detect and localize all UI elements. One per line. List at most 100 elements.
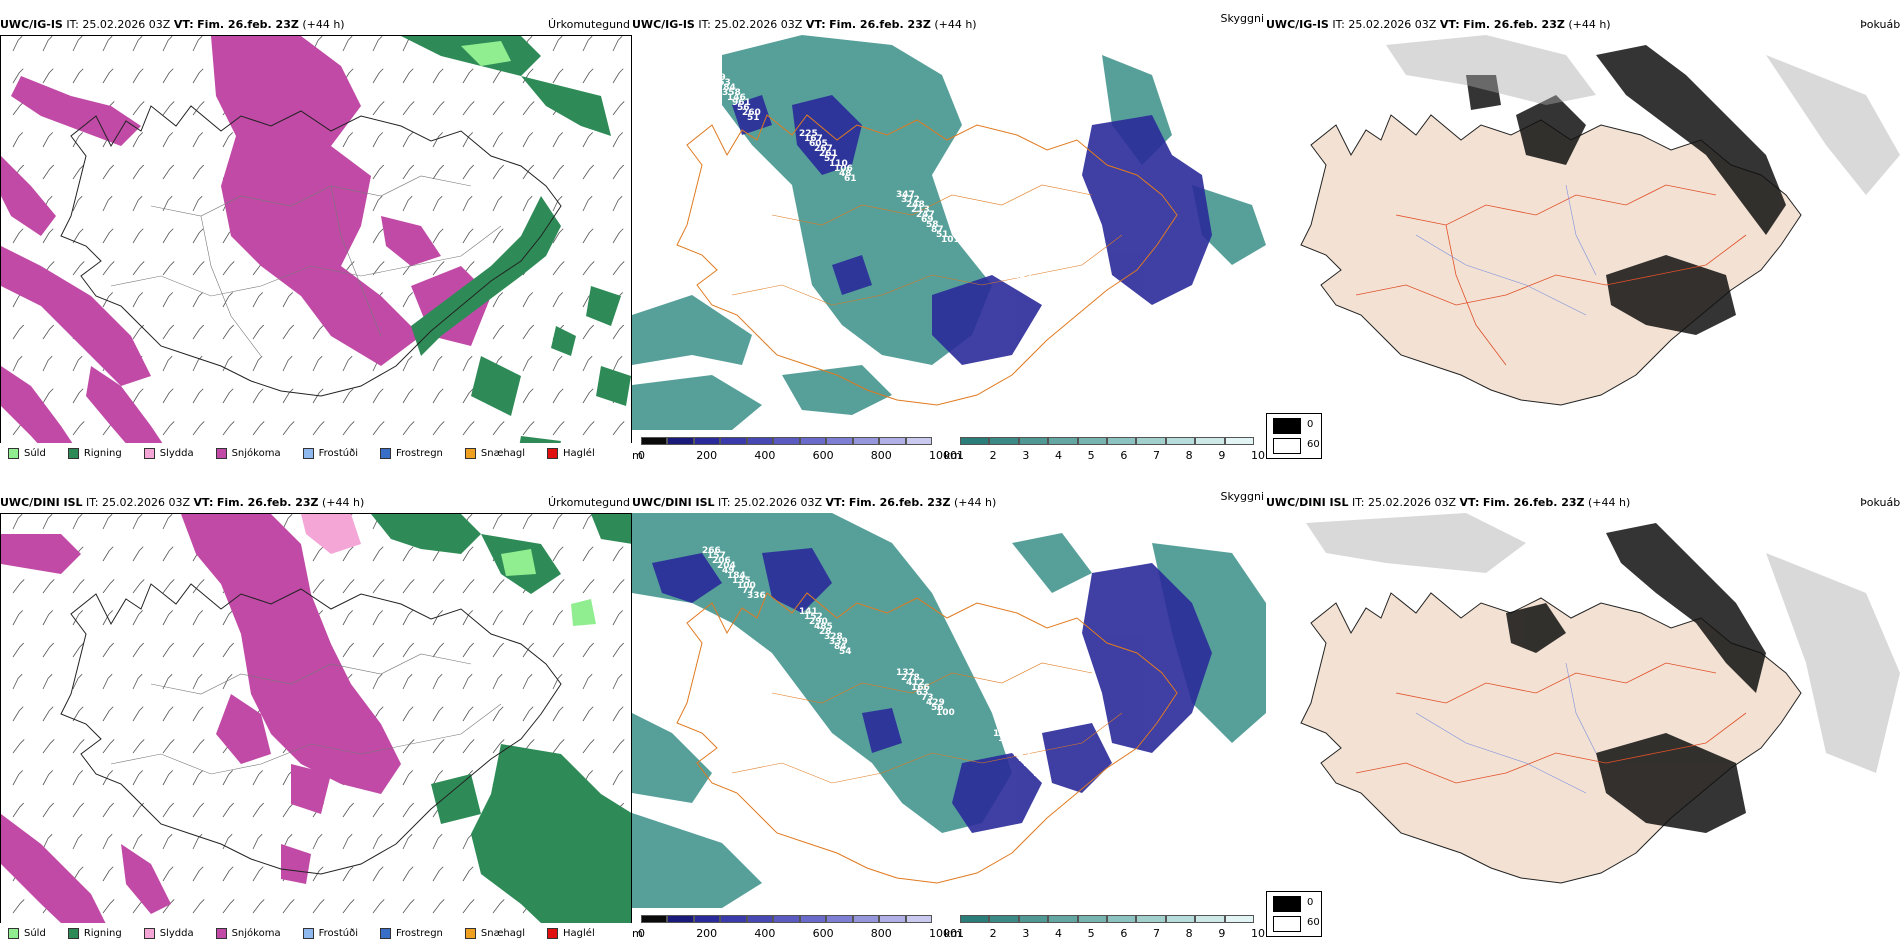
wind-barb [492,706,504,722]
cloud-value-label: 56 [931,703,944,713]
wind-barb [222,899,235,914]
cloud-value-label: 213 [1110,810,1129,820]
wind-barb [402,673,413,690]
wind-barb [612,673,623,690]
wind-barb [132,770,143,786]
colorbar-tick: 800 [870,927,892,940]
wind-barb [402,579,415,594]
wind-barb [462,833,473,850]
wind-barb [462,132,473,148]
wind-barb [222,261,235,276]
rain-areas [371,514,631,940]
it-label: IT: [718,496,731,509]
colorbar-tick: 0 [638,449,645,462]
roads [1355,662,1747,784]
legend-swatch [143,927,155,939]
wind-barb [162,36,173,52]
model-name: UWC/DINI ISL [0,496,83,509]
wind-barb [102,833,113,850]
wind-barb [582,195,593,212]
wind-barb [282,514,293,530]
legend-label: Súld [24,927,46,939]
wind-barb [462,642,475,658]
cloud-value-label: 208 [1090,790,1109,800]
vt-label: VT: [173,18,194,31]
cloud-value-label: 266 [702,546,721,556]
wind-barb [432,579,445,594]
cloud-value-label: 67 [1028,764,1041,774]
wind-barb [432,899,445,914]
cloud-value-label: 138 [1095,795,1114,805]
wind-barb [162,706,174,722]
wind-barb [42,642,55,658]
wind-barb [72,228,84,244]
fog-map-svg [1300,513,1900,884]
legend-label: Rigning [83,927,122,939]
wind-barb [192,770,203,786]
wind-barb [132,514,143,530]
wind-barb [492,421,505,436]
colorbar-segment [1195,915,1225,923]
wind-barb [432,833,443,850]
wind-barb [72,866,84,882]
colorbar-segment [720,437,747,445]
fog-swatch-0 [1273,418,1301,434]
wind-barb [42,579,55,594]
wind-barb [492,164,505,180]
wind-barb [192,36,203,52]
wind-barb [552,706,564,722]
wind-barb [612,324,625,340]
wind-barb [552,261,565,276]
wind-barb [372,101,385,116]
wind-barb [192,739,205,754]
wind-barb [582,579,595,594]
wind-barb [102,899,115,914]
wind-barb [132,228,144,244]
legend-label: Haglél [563,927,595,939]
wind-barb [342,36,353,52]
fog-swatch-0 [1273,896,1301,912]
wind-barb [102,68,114,84]
wind-barb [462,421,475,436]
wind-barb [42,739,55,754]
wind-barb [102,36,113,52]
cloud-value-label: 61 [1130,352,1143,362]
wind-barb [492,324,505,340]
colorbar-tick: 400 [754,449,776,462]
cloud-value-label: 328 [824,632,843,642]
wind-barb [522,642,535,658]
wind-barb [102,802,115,818]
wind-barb [372,866,384,882]
cloud-value-label: 152 [804,612,823,622]
wind-barb [282,899,295,914]
cloud-value-label: 143 [1038,296,1057,306]
it-value: 25.02.2026 03Z [102,496,191,509]
colorbar-segment [1136,437,1166,445]
cloud-value-label: 63 [916,688,929,698]
wind-barb [582,261,595,276]
wind-barb [462,388,474,404]
wind-barb [222,610,233,626]
colorbar-tick: 400 [754,927,776,940]
wind-barb [342,899,355,914]
cloud-value-label: 609 [1090,312,1109,322]
colorbar-segment [1165,437,1196,445]
cloud-panel-row2: UWC/DINI ISL IT: 25.02.2026 03Z VT: Fim.… [632,490,1266,943]
legend-label: Frostregn [396,927,443,939]
wind-barb [102,195,113,212]
wind-barb [192,228,204,244]
wind-barb [612,101,625,116]
wind-barb [192,355,203,372]
wind-barb [552,195,563,212]
wind-barb [402,739,415,754]
it-label: IT: [86,496,99,509]
wind-barb [582,355,593,372]
land [1300,114,1802,406]
cloud-value-label: 278 [901,673,920,683]
wind-barb [192,195,203,212]
wind-barb [132,101,145,116]
it-label: IT: [66,18,79,31]
colorbar-unit: km [944,449,962,462]
wind-barb [102,706,114,722]
colorbar-segment [1107,915,1137,923]
